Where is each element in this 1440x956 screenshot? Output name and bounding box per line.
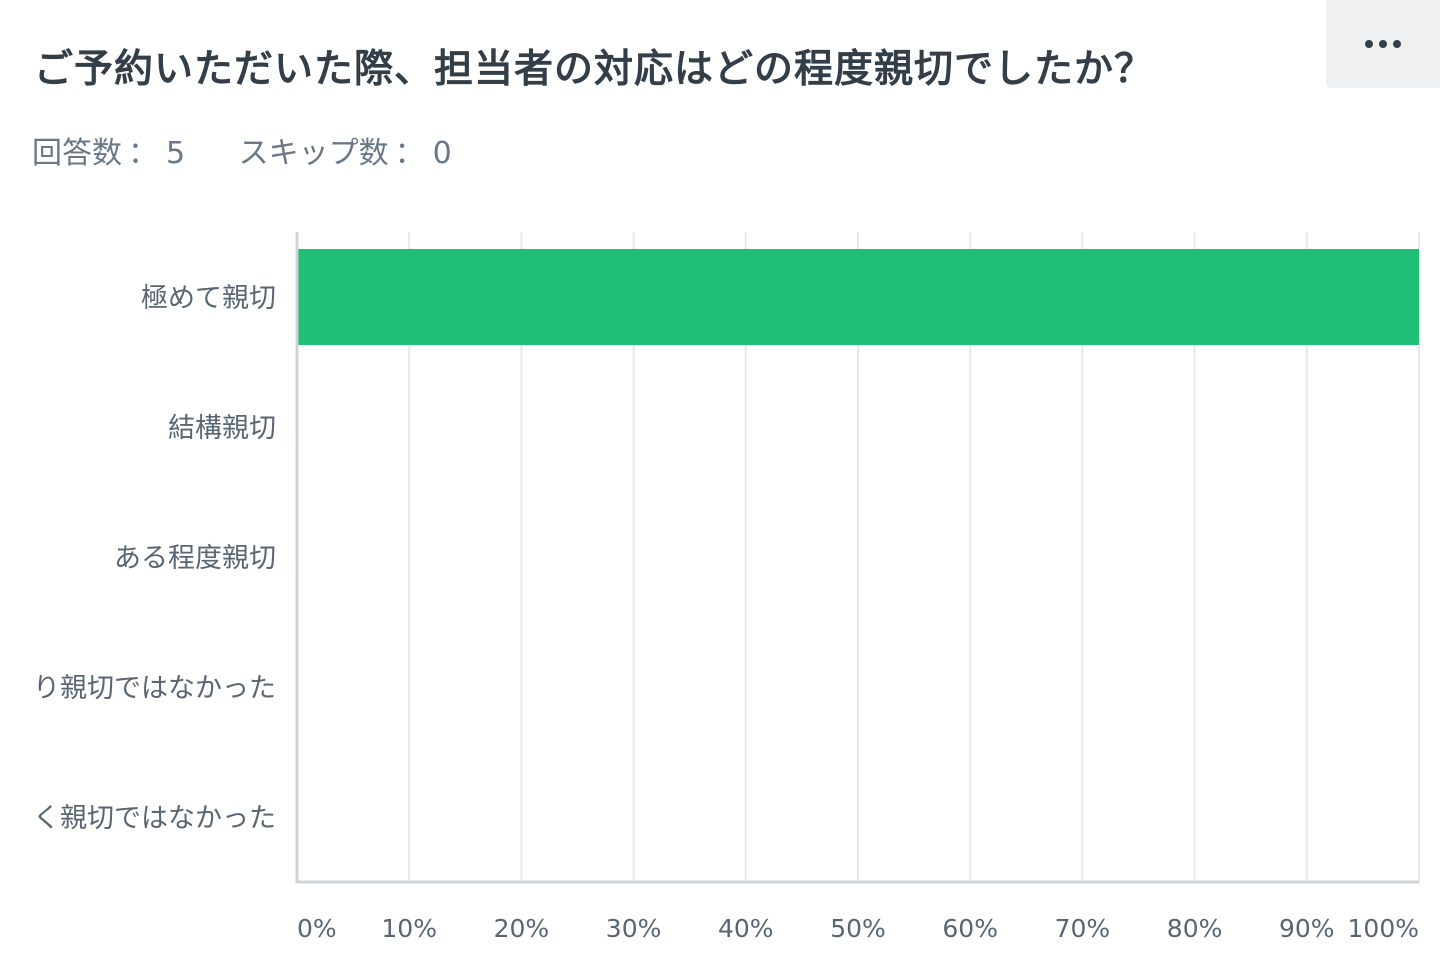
more-horizontal-icon: [1365, 40, 1401, 48]
answered-separator: ：: [128, 136, 158, 171]
bars: [297, 249, 1419, 345]
axes: [295, 232, 1419, 884]
answered-label: 回答数: [32, 136, 122, 171]
skipped-separator: ：: [394, 136, 425, 171]
category-label: り親切ではなかった: [33, 673, 276, 704]
x-tick-label: 100%: [1348, 914, 1419, 943]
x-tick-label: 90%: [1279, 914, 1335, 943]
x-tick-label: 20%: [494, 914, 550, 943]
response-stats: 回答数： 5 スキップ数： 0: [32, 128, 496, 172]
x-tick-label: 0%: [297, 914, 337, 943]
more-options-button[interactable]: [1326, 0, 1440, 88]
category-label: 極めて親切: [141, 283, 276, 314]
x-tick-label: 70%: [1055, 914, 1111, 943]
skipped-label: スキップ数: [238, 136, 389, 171]
x-tick-label: 50%: [830, 914, 886, 943]
answered-stat: 回答数： 5: [32, 136, 195, 171]
skipped-count: 0: [432, 136, 452, 171]
x-tick-labels: 0% 10% 20% 30% 40% 50% 60% 70% 80% 90% 100%: [297, 914, 1419, 943]
question-title: ご予約いただいた際、担当者の対応はどの程度親切でしたか？: [34, 47, 1155, 92]
x-tick-label: 30%: [606, 914, 662, 943]
category-label: く親切ではなかった: [33, 803, 276, 834]
skipped-stat: スキップ数： 0: [239, 136, 452, 171]
x-tick-label: 40%: [718, 914, 774, 943]
x-tick-label: 80%: [1167, 914, 1223, 943]
category-label: 結構親切: [168, 413, 276, 444]
x-tick-label: 10%: [381, 914, 437, 943]
answered-count: 5: [166, 136, 186, 171]
x-tick-label: 60%: [942, 914, 998, 943]
category-label: ある程度親切: [114, 543, 276, 574]
bar[interactable]: [297, 249, 1419, 345]
